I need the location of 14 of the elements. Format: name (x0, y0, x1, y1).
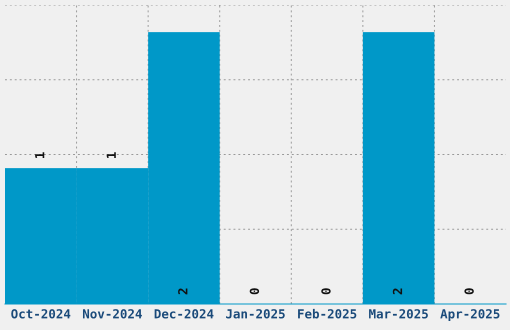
x-tick-label: Mar-2025 (369, 309, 428, 319)
x-tick-label: Dec-2024 (154, 309, 214, 319)
data-label: 1 (35, 152, 44, 158)
data-label: 0 (464, 288, 474, 294)
x-tick-label: Oct-2024 (11, 309, 70, 319)
x-tick-label: Apr-2025 (440, 309, 500, 321)
data-label: 0 (321, 288, 331, 294)
x-tick-label: Nov-2024 (82, 309, 142, 319)
data-label: 1 (106, 152, 116, 158)
x-tick-label: Feb-2025 (298, 308, 356, 319)
x-tick-label: Jan-2025 (226, 309, 285, 319)
data-label: 2 (392, 288, 402, 294)
data-label: 0 (250, 288, 260, 294)
data-label: 2 (178, 288, 188, 294)
